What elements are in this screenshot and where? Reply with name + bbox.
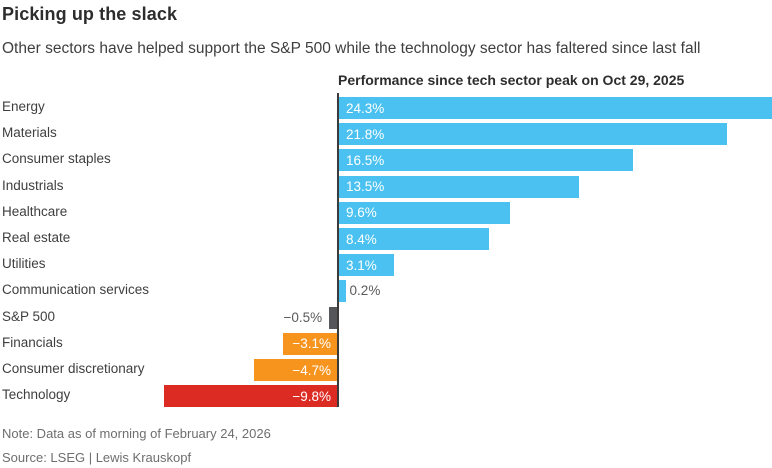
chart-row: Consumer staples 16.5% xyxy=(0,147,772,173)
category-label: Communication services xyxy=(2,282,150,298)
value-label: 0.2% xyxy=(349,283,381,299)
category-label: Healthcare xyxy=(2,203,68,219)
chart-row: Communication services 0.2% xyxy=(0,278,772,304)
bar-healthcare: 9.6% xyxy=(339,201,510,224)
value-label: 3.1% xyxy=(346,257,377,273)
category-label: Energy xyxy=(2,99,45,114)
value-label: −3.1% xyxy=(292,336,331,352)
chart-source: Source: LSEG | Lewis Krauskopf xyxy=(2,450,192,465)
bar-chart-area: Energy 24.3% Materials 21.8% Consumer staple… xyxy=(0,93,772,411)
value-label: −4.7% xyxy=(292,362,331,378)
bar-communication-services xyxy=(339,280,346,303)
bar-s-p-500 xyxy=(329,306,338,329)
chart-row: Materials 21.8% xyxy=(0,121,772,147)
category-label: Industrials xyxy=(2,177,64,193)
value-label: 13.5% xyxy=(346,179,385,195)
category-label: S&P 500 xyxy=(2,308,56,324)
category-label: Materials xyxy=(2,125,57,141)
bar-utilities: 3.1% xyxy=(339,254,395,277)
category-label: Technology xyxy=(2,387,71,403)
category-label: Real estate xyxy=(2,230,71,245)
chart-row: Healthcare 9.6% xyxy=(0,200,772,226)
bar-consumer-discretionary: −4.7% xyxy=(254,359,338,381)
category-label: Financials xyxy=(2,334,63,350)
chart-row: S&P 500 −0.5% xyxy=(0,305,772,331)
value-label: −9.8% xyxy=(292,388,331,404)
category-label: Utilities xyxy=(2,256,46,272)
chart-title: Performance since tech sector peak on Oc… xyxy=(338,72,685,88)
bar-consumer-staples: 16.5% xyxy=(339,149,633,172)
category-label: Consumer discretionary xyxy=(2,361,145,376)
chart-row: Industrials 13.5% xyxy=(0,174,772,200)
zero-axis-line xyxy=(337,93,339,407)
chart-note: Note: Data as of morning of February 24,… xyxy=(2,426,271,441)
bar-materials: 21.8% xyxy=(339,123,728,146)
value-label: 21.8% xyxy=(346,126,385,142)
figure-subtitle: Other sectors have helped support the S&… xyxy=(2,40,701,57)
value-label: 24.3% xyxy=(346,100,385,116)
chart-row: Utilities 3.1% xyxy=(0,252,772,278)
bar-energy: 24.3% xyxy=(339,97,772,119)
chart-row: Consumer discretionary −4.7% xyxy=(0,357,772,383)
value-label: 8.4% xyxy=(346,231,377,247)
bar-financials: −3.1% xyxy=(282,332,338,355)
bar-industrials: 13.5% xyxy=(339,175,580,198)
category-label: Consumer staples xyxy=(2,151,111,167)
chart-row: Technology −9.8% xyxy=(0,383,772,409)
bar-technology: −9.8% xyxy=(163,385,338,408)
chart-row: Energy 24.3% xyxy=(0,95,772,121)
bar-real-estate: 8.4% xyxy=(339,228,489,250)
figure-title: Picking up the slack xyxy=(2,4,178,24)
chart-row: Financials −3.1% xyxy=(0,331,772,357)
value-label: −0.5% xyxy=(283,309,323,325)
value-label: 9.6% xyxy=(346,205,377,221)
value-label: 16.5% xyxy=(346,152,385,168)
chart-row: Real estate 8.4% xyxy=(0,226,772,252)
